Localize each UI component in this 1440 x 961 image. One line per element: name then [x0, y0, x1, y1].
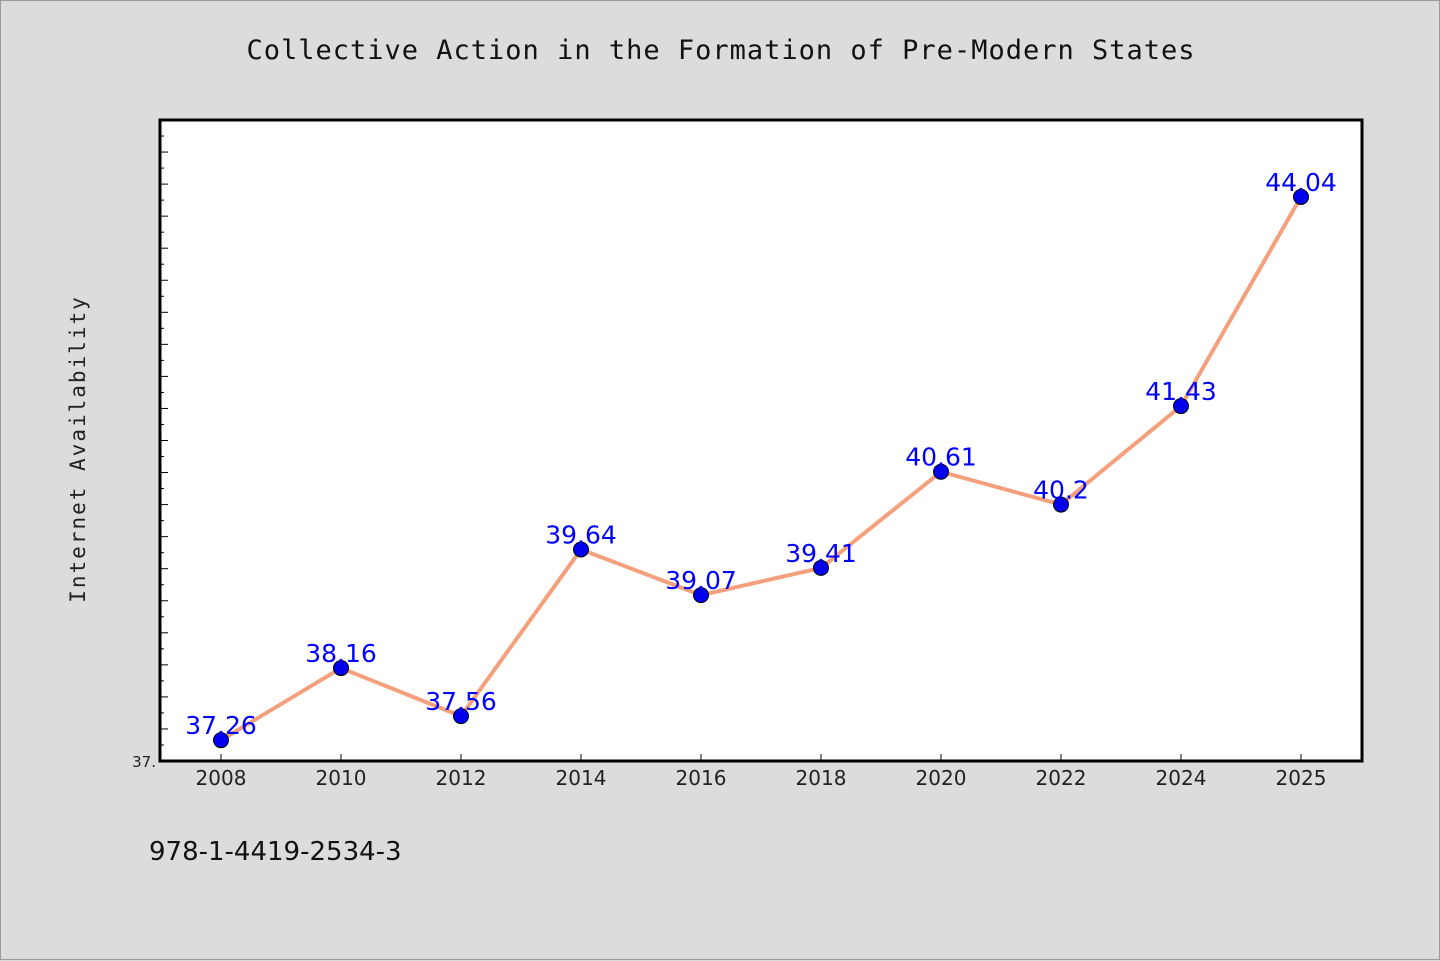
data-label: 40.2 [1033, 476, 1089, 505]
series-line [219, 195, 1303, 742]
x-tick-label: 2018 [796, 766, 847, 790]
data-point [933, 463, 949, 480]
data-point [693, 587, 709, 604]
data-point [813, 559, 829, 576]
data-label: 37.26 [185, 711, 257, 740]
data-point [1293, 188, 1309, 205]
data-label: 44.04 [1265, 168, 1337, 197]
x-tick-label: 2014 [556, 766, 607, 790]
data-point [573, 541, 589, 558]
x-tick-label: 2008 [196, 766, 247, 790]
x-tick-label: 2024 [1156, 766, 1207, 790]
x-tick-label: 2016 [676, 766, 727, 790]
x-tick-label: 2020 [916, 766, 967, 790]
data-point [453, 708, 469, 725]
data-labels: 37.26 38.16 37.56 39.64 39.07 39.41 40.61 40.2 4… [185, 168, 1337, 740]
series-points [213, 188, 1309, 749]
isbn-text: 978-1-4419-2534-3 [149, 837, 402, 867]
plot-area [158, 118, 1364, 763]
data-label: 39.64 [545, 520, 617, 549]
data-label: 41.43 [1145, 377, 1217, 406]
x-tick-label: 2012 [436, 766, 487, 790]
data-label: 38.16 [305, 639, 377, 668]
y-axis-ticks: 37. [132, 119, 168, 771]
data-label: 40.61 [905, 443, 977, 472]
data-label: 39.41 [785, 539, 857, 568]
data-label: 39.07 [665, 566, 737, 595]
data-point [213, 732, 229, 749]
x-tick-label: 2022 [1036, 766, 1087, 790]
data-point [1053, 496, 1069, 513]
x-tick-label: 2010 [316, 766, 367, 790]
series-lines [219, 195, 1303, 742]
data-label: 37.56 [425, 687, 497, 716]
y-tick-label: 37. [132, 753, 156, 771]
x-axis-ticks: 2008 2010 2012 2014 2016 2018 2020 2022 2024 2025 [196, 754, 1327, 790]
x-tick-label: 2025 [1276, 766, 1327, 790]
chart-title: Collective Action in the Formation of Pr… [246, 35, 1196, 66]
data-point [333, 660, 349, 677]
data-point [1173, 398, 1189, 415]
